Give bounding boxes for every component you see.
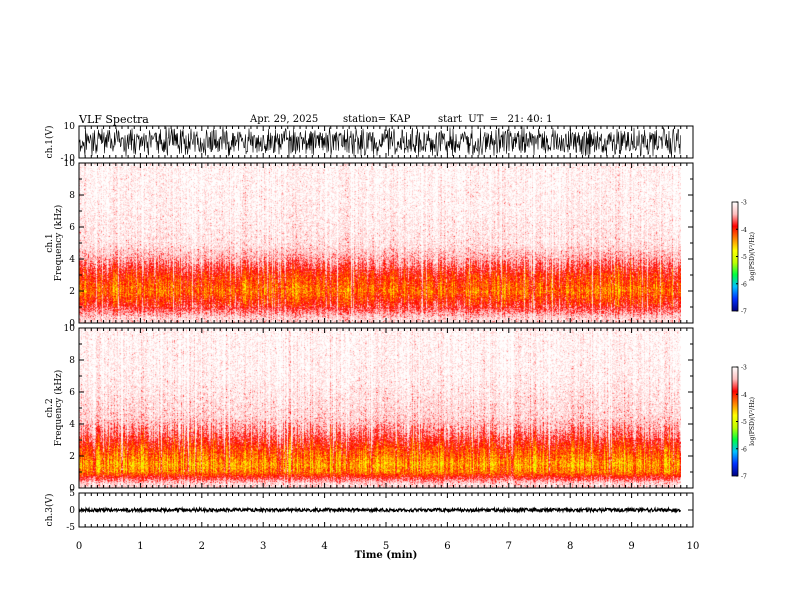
station-label: station= KAP: [343, 114, 411, 125]
spectrogram-image-ch2: [79, 328, 681, 488]
ch3-waveform-ytick-label: 5: [69, 489, 75, 499]
colorbar-tick-label: -5: [741, 419, 747, 426]
ch3-waveform-ytick-label: 0: [69, 506, 75, 516]
xtick-label: 0: [76, 541, 82, 552]
ch1-spectrogram-ytick-label: 8: [69, 191, 75, 201]
ch1-spectrogram-ytick-label: 10: [64, 159, 76, 169]
colorbar-tick-label: -7: [741, 474, 747, 481]
colorbar-label: log(PSD)(V²/Hz): [749, 397, 756, 446]
xtick-label: 1: [137, 541, 143, 552]
ch1-spectrogram-ytick-label: 2: [69, 287, 75, 297]
colorbar-tick-label: -4: [741, 227, 747, 234]
xtick-label: 2: [199, 541, 205, 552]
ch2-spectrogram-ytick-label: 8: [69, 356, 75, 366]
ch1-waveform-ytick-label: 10: [64, 122, 76, 132]
ch3-waveform-trace: [78, 506, 682, 514]
ch2-spectrogram-ytick-label: 10: [64, 324, 76, 334]
colorbar-tick-label: -4: [741, 392, 747, 399]
ch2-spectrogram-ylabel-line1: ch.2: [45, 398, 55, 417]
spectrogram-image-ch1: [79, 163, 681, 323]
colorbar-tick-label: -3: [741, 365, 747, 372]
ch1-spectrogram-ylabel-line2: Frequency (kHz): [53, 205, 64, 282]
xtick-label: 7: [506, 541, 512, 552]
xtick-label: 3: [260, 541, 266, 552]
ch2-spectrogram-ylabel-line2: Frequency (kHz): [53, 370, 64, 447]
ch2-spectrogram-ytick-label: 4: [69, 420, 75, 430]
ch2-spectrogram-ytick-label: 0: [69, 484, 75, 494]
start-time-label: start UT = 21: 40: 1: [438, 114, 553, 125]
x-axis-label: Time (min): [355, 550, 418, 561]
xtick-label: 5: [383, 541, 389, 552]
ch1-spectrogram-ytick-label: 0: [69, 319, 75, 329]
ch1-spectrogram-ylabel-line1: ch.1: [45, 233, 55, 252]
ch1-spectrogram-ytick-label: 4: [69, 255, 75, 265]
colorbar-tick-label: -6: [741, 281, 747, 288]
xtick-label: 8: [567, 541, 573, 552]
xtick-label: 9: [628, 541, 634, 552]
ch1-waveform-ylabel: ch.1(V): [44, 126, 55, 159]
ch3-waveform-ytick-label: -5: [66, 523, 75, 533]
xtick-label: 6: [444, 541, 450, 552]
date-label: Apr. 29, 2025: [250, 114, 319, 125]
ch2-spectrogram-ytick-label: 6: [69, 388, 75, 398]
ch2-spectrogram-ytick-label: 2: [69, 452, 75, 462]
colorbar-tick-label: -7: [741, 309, 747, 316]
xtick-label: 4: [321, 541, 327, 552]
colorbar-tick-label: -3: [741, 200, 747, 207]
colorbar-label: log(PSD)(V²/Hz): [749, 232, 756, 281]
ch1-waveform-ytick-label: -10: [61, 154, 76, 164]
colorbar-tick-label: -6: [741, 446, 747, 453]
ch1-waveform-trace: [78, 126, 681, 158]
chart-title: VLF Spectra: [79, 113, 149, 126]
ch3-waveform-ylabel: ch.3(V): [44, 494, 55, 527]
ch1-spectrogram-ytick-label: 6: [69, 223, 75, 233]
xtick-label: 10: [687, 541, 700, 552]
colorbar-tick-label: -5: [741, 254, 747, 261]
